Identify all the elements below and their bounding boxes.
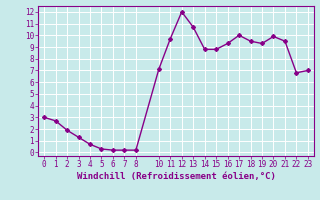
X-axis label: Windchill (Refroidissement éolien,°C): Windchill (Refroidissement éolien,°C) (76, 172, 276, 181)
